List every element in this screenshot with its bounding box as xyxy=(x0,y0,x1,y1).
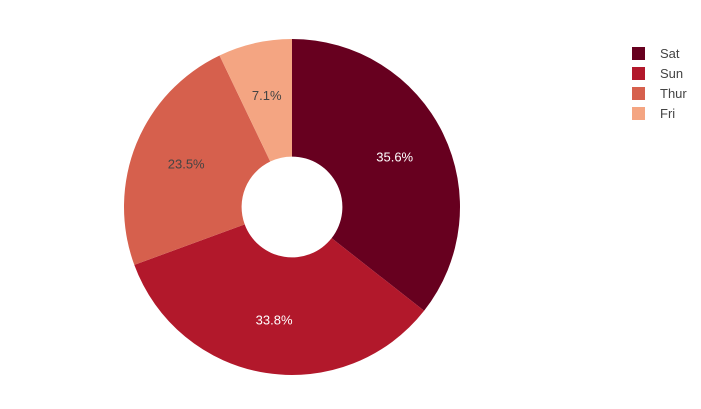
slices-group xyxy=(124,39,460,375)
legend-label-sun: Sun xyxy=(660,66,683,81)
slice-labels-group: 35.6% 33.8% 23.5% 7.1% xyxy=(168,88,414,327)
slice-fri[interactable] xyxy=(219,39,292,162)
legend-item-sat[interactable]: Sat xyxy=(632,46,680,61)
slice-sat[interactable] xyxy=(292,39,460,311)
legend-item-thur[interactable]: Thur xyxy=(632,86,687,101)
slice-thur[interactable] xyxy=(124,55,271,265)
slice-sun[interactable] xyxy=(134,224,425,375)
slice-label-thur: 23.5% xyxy=(168,157,205,172)
legend-label-sat: Sat xyxy=(660,46,680,61)
legend-item-sun[interactable]: Sun xyxy=(632,66,683,81)
legend-label-thur: Thur xyxy=(660,86,687,101)
legend-swatch-sun xyxy=(632,67,645,80)
legend-swatch-thur xyxy=(632,87,645,100)
legend-swatch-sat xyxy=(632,47,645,60)
slice-label-sat: 35.6% xyxy=(376,150,413,165)
legend-item-fri[interactable]: Fri xyxy=(632,106,675,121)
legend: Sat Sun Thur Fri xyxy=(632,46,687,121)
slice-label-sun: 33.8% xyxy=(256,312,293,327)
legend-label-fri: Fri xyxy=(660,106,675,121)
slice-label-fri: 7.1% xyxy=(252,88,282,103)
legend-swatch-fri xyxy=(632,107,645,120)
